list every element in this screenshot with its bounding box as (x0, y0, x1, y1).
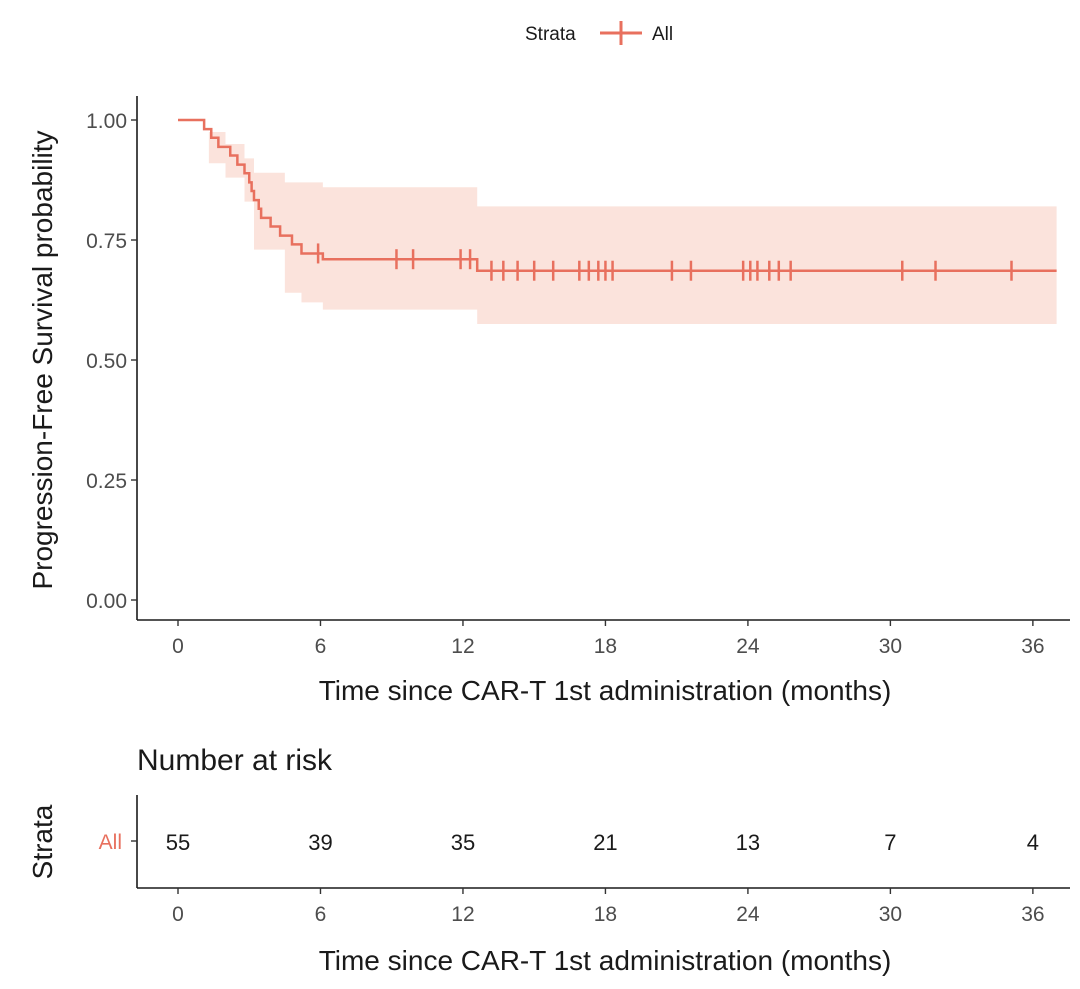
ci-band (178, 120, 1057, 324)
risk-value: 7 (884, 830, 896, 855)
risk-value: 4 (1027, 830, 1039, 855)
x-tick-label: 0 (172, 635, 184, 658)
risk-value: 35 (451, 830, 475, 855)
main-axes: 0.00 0.25 0.50 0.75 1.00 0 6 12 18 24 30 36 (86, 96, 1070, 658)
y-tick-label: 0.25 (86, 470, 127, 493)
risk-x-tick-label: 36 (1021, 903, 1044, 926)
legend: Strata All (525, 21, 673, 45)
risk-table-axes: 0 6 12 18 24 30 36 (131, 795, 1070, 926)
y-tick-label: 0.75 (86, 230, 127, 253)
y-tick-label: 0.50 (86, 350, 127, 373)
risk-x-tick-label: 12 (451, 903, 474, 926)
x-tick-label: 18 (594, 635, 617, 658)
x-tick-label: 12 (451, 635, 474, 658)
y-axis-title: Progression-Free Survival probability (27, 130, 58, 589)
survival-curve-all (178, 118, 1057, 272)
y-tick-label: 0.00 (86, 590, 127, 613)
survival-curve-layer (178, 118, 1057, 272)
risk-value: 39 (308, 830, 332, 855)
risk-x-axis-title: Time since CAR-T 1st administration (mon… (319, 945, 892, 976)
y-tick-label: 1.00 (86, 110, 127, 133)
risk-y-axis-title: Strata (27, 804, 58, 879)
risk-row-label: All (99, 831, 122, 854)
risk-value: 21 (593, 830, 617, 855)
x-tick-label: 24 (736, 635, 760, 658)
x-tick-label: 6 (315, 635, 327, 658)
censor-marks-layer (316, 243, 1013, 281)
x-tick-label: 36 (1021, 635, 1044, 658)
risk-x-tick-label: 6 (315, 903, 327, 926)
risk-x-tick-label: 30 (879, 903, 902, 926)
x-axis-title: Time since CAR-T 1st administration (mon… (319, 675, 892, 706)
risk-x-tick-label: 0 (172, 903, 184, 926)
risk-x-tick-label: 24 (736, 903, 760, 926)
x-tick-label: 30 (879, 635, 902, 658)
risk-value: 13 (736, 830, 760, 855)
risk-x-tick-label: 18 (594, 903, 617, 926)
confidence-band-layer (178, 120, 1057, 324)
risk-table-values: 55 39 35 21 13 7 4 (166, 830, 1039, 855)
risk-table-title: Number at risk (137, 744, 333, 777)
legend-entry-all: All (652, 24, 673, 45)
legend-title: Strata (525, 24, 576, 45)
risk-value: 55 (166, 830, 190, 855)
